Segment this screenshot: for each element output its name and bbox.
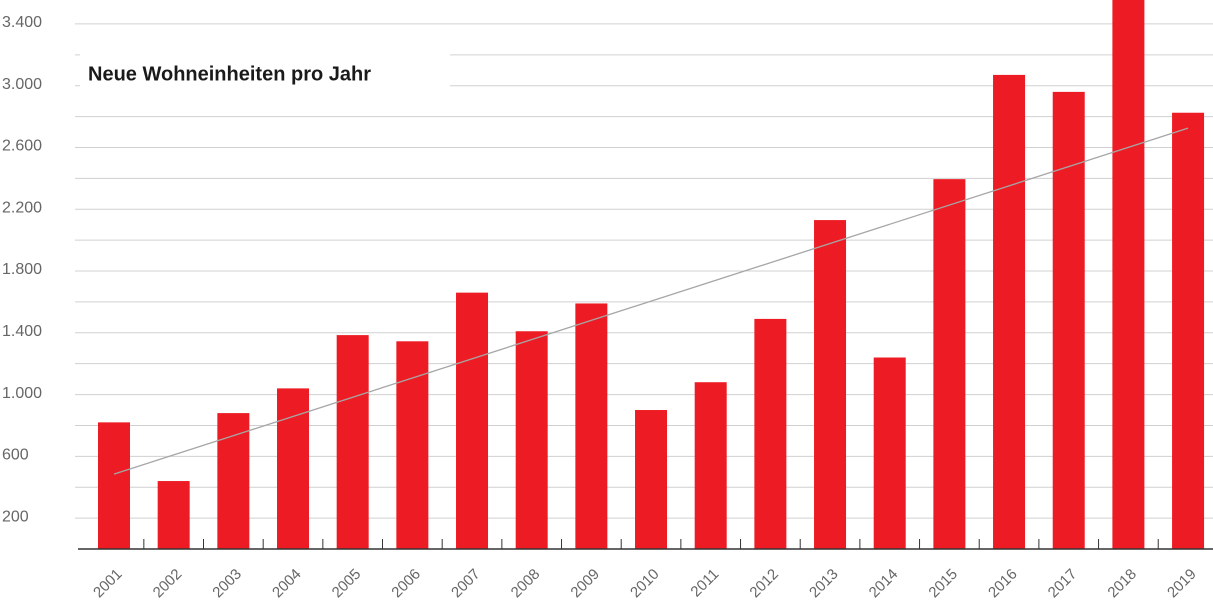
bar [993, 74, 1026, 549]
y-tick-label: 600 [2, 447, 29, 464]
x-tick-label: 2001 [90, 566, 126, 602]
bar [157, 481, 190, 549]
x-tick-label: 2014 [866, 566, 902, 602]
y-tick-label: 1.000 [2, 385, 42, 402]
bar [277, 388, 310, 549]
y-tick-label: 2.600 [2, 138, 42, 155]
x-tick-label: 2006 [388, 566, 424, 602]
x-tick-label: 2003 [209, 566, 245, 602]
bar [873, 357, 906, 549]
x-tick-label: 2018 [1104, 566, 1140, 602]
bar [694, 382, 727, 549]
bar [1172, 112, 1205, 549]
x-tick-label: 2010 [627, 566, 663, 602]
bar [1112, 0, 1145, 549]
x-tick-label: 2013 [806, 566, 842, 602]
x-tick-label: 2011 [687, 566, 722, 601]
x-tick-label: 2015 [925, 566, 961, 602]
bar [217, 413, 250, 549]
bar [515, 331, 548, 549]
chart-title: Neue Wohneinheiten pro Jahr [88, 63, 371, 85]
bar [575, 303, 608, 549]
bar [98, 422, 130, 549]
x-tick-label: 2009 [567, 566, 603, 602]
x-tick-label: 2007 [448, 566, 484, 602]
bar [1052, 91, 1085, 549]
x-tick-label: 2019 [1164, 566, 1200, 602]
x-tick-label: 2017 [1045, 566, 1081, 602]
bar [635, 410, 668, 549]
y-tick-label: 3.400 [2, 14, 42, 31]
x-tick-label: 2004 [269, 566, 305, 602]
title-background [80, 40, 450, 110]
y-tick-label: 1.800 [2, 261, 42, 278]
x-tick-label: 2016 [985, 566, 1021, 602]
bar [336, 335, 369, 549]
bar [456, 292, 489, 549]
y-tick-label: 2.200 [2, 199, 42, 216]
bar [754, 318, 787, 549]
x-tick-label: 2012 [746, 566, 782, 602]
y-tick-label: 3.000 [2, 76, 42, 93]
trend-line [113, 127, 1189, 475]
bar [396, 341, 429, 549]
bar [933, 179, 966, 549]
y-tick-label: 200 [2, 508, 29, 525]
x-tick-label: 2002 [150, 566, 186, 602]
x-tick-label: 2008 [508, 566, 544, 602]
y-tick-label: 1.400 [2, 323, 42, 340]
bar [814, 220, 847, 549]
x-tick-label: 2005 [329, 566, 365, 602]
